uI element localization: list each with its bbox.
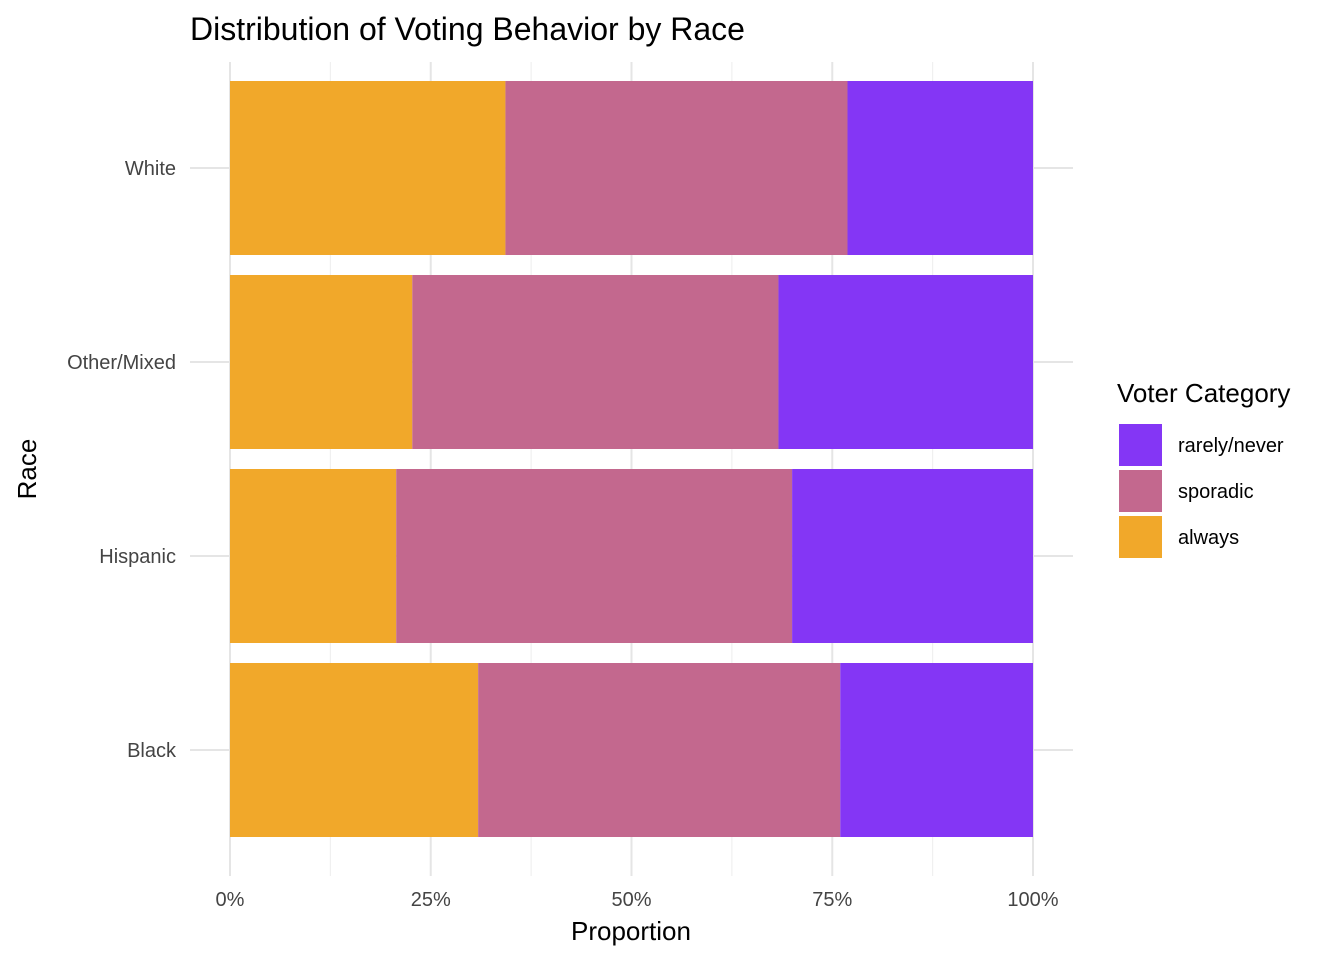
x-axis-title: Proportion: [571, 916, 691, 946]
legend: Voter Category rarely/never sporadic alway…: [1117, 378, 1290, 558]
y-tick-label: White: [125, 158, 176, 180]
bar-always-black: [230, 663, 479, 837]
legend-key-always: [1119, 516, 1162, 558]
bar-rarely-never-hispanic: [792, 469, 1033, 643]
y-axis-tick-labels: White Other/Mixed Hispanic Black: [67, 158, 177, 762]
x-tick-label: 25%: [411, 889, 451, 911]
bar-rarely-never-other-mixed: [778, 275, 1033, 449]
legend-label: always: [1178, 527, 1239, 549]
chart-title: Distribution of Voting Behavior by Race: [190, 11, 745, 47]
y-axis-title: Race: [12, 439, 42, 500]
y-tick-label: Other/Mixed: [67, 352, 176, 374]
x-tick-label: 0%: [216, 889, 245, 911]
x-tick-label: 75%: [812, 889, 852, 911]
bar-sporadic-hispanic: [396, 469, 793, 643]
legend-label: sporadic: [1178, 481, 1254, 503]
y-tick-label: Black: [127, 740, 177, 762]
bar-rarely-never-white: [847, 81, 1033, 255]
bar-sporadic-other-mixed: [412, 275, 779, 449]
bar-sporadic-white: [505, 81, 848, 255]
x-tick-label: 100%: [1007, 889, 1058, 911]
bars: [230, 81, 1033, 837]
bar-always-other-mixed: [230, 275, 413, 449]
bar-always-hispanic: [230, 469, 397, 643]
bar-sporadic-black: [478, 663, 841, 837]
bar-rarely-never-black: [840, 663, 1033, 837]
legend-title: Voter Category: [1117, 378, 1290, 408]
bar-always-white: [230, 81, 506, 255]
legend-label: rarely/never: [1178, 435, 1284, 457]
x-axis-tick-labels: 0% 25% 50% 75% 100%: [216, 889, 1059, 911]
y-tick-label: Hispanic: [99, 546, 176, 568]
x-tick-label: 50%: [611, 889, 651, 911]
legend-key-rarely-never: [1119, 424, 1162, 466]
legend-key-sporadic: [1119, 470, 1162, 512]
